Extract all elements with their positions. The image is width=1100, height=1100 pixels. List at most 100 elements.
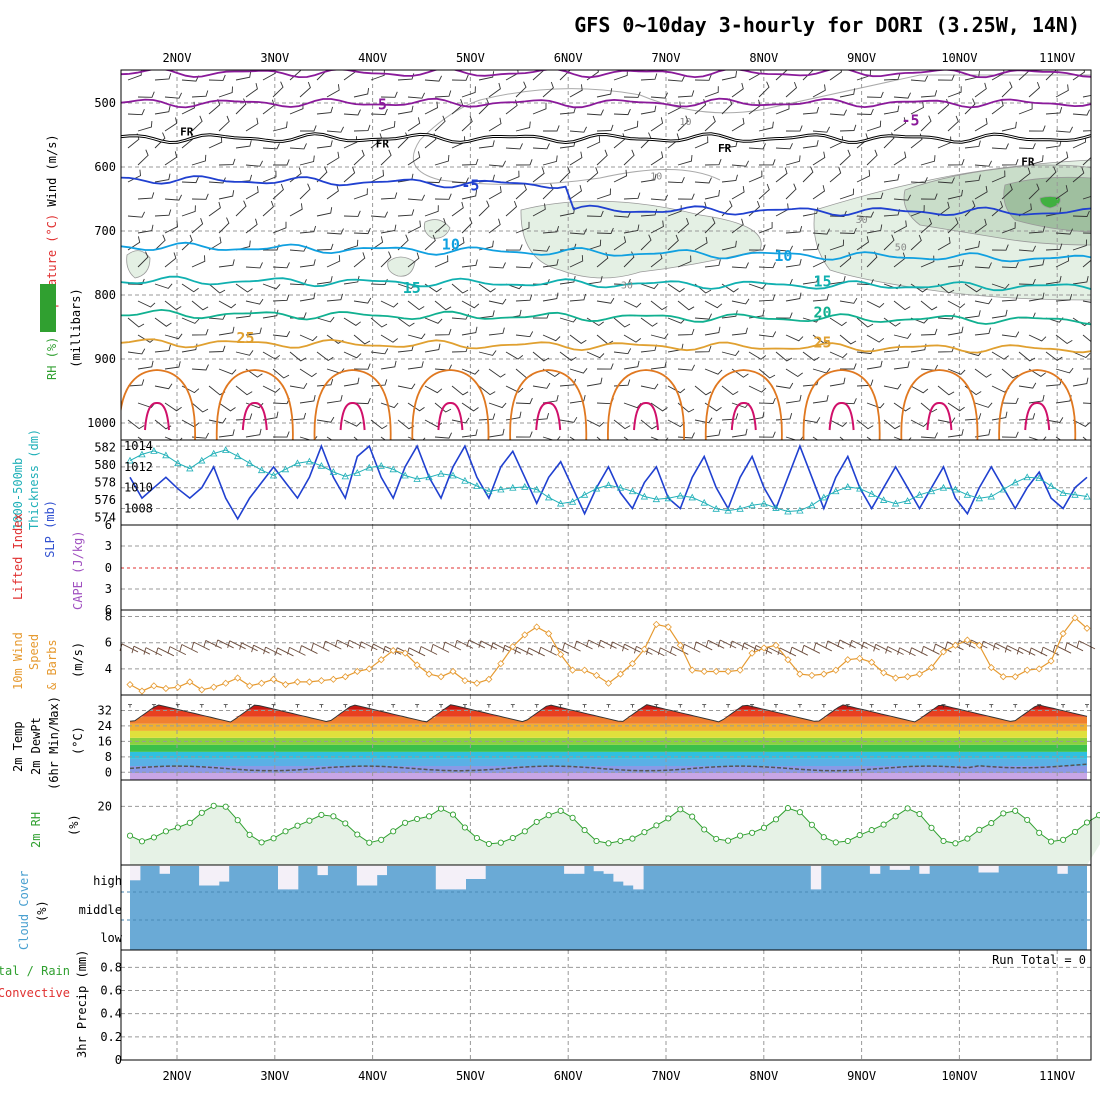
upper-wind-barb (1028, 394, 1045, 404)
thickness-point (485, 487, 493, 495)
thickness-point (891, 499, 900, 507)
cape-label: CAPE (J/kg) (71, 531, 85, 610)
thickness-point (999, 485, 1007, 493)
wind10m-point (305, 678, 314, 686)
bottom-date-label: 5NOV (456, 1069, 485, 1083)
upper-wind-barb (397, 234, 409, 251)
upper-wind-barb (299, 81, 311, 98)
upper-wind-barb (964, 174, 981, 183)
upper-wind-barb (218, 259, 235, 268)
upper-wind-barb (920, 432, 938, 439)
upper-wind-barb (181, 176, 199, 184)
wind10m-point (903, 673, 912, 681)
stability-panel: 6 3 0 3 6 Lifted Index CAPE (J/kg) (11, 513, 1092, 617)
upper-wind-barb (840, 363, 857, 370)
rh2m-point (581, 827, 588, 834)
high-cloud-gap (1057, 866, 1068, 874)
pressure-tick: 1000 (87, 416, 116, 430)
upper-wind-barb (451, 417, 470, 424)
high-cloud-gap (978, 866, 989, 873)
temp-contour-30 (509, 369, 588, 440)
rh-legend-swatch (40, 284, 56, 332)
upper-wind-barb (856, 211, 875, 218)
upper-wind-barb (947, 189, 963, 200)
upper-wind-barb (434, 300, 452, 311)
high-cloud-gap (603, 866, 614, 874)
wind10m-point (975, 641, 983, 649)
wind10m-point (329, 675, 337, 683)
upper-wind-barb (677, 432, 695, 439)
rh2m-point (796, 809, 803, 816)
upper-wind-barb (1028, 125, 1046, 132)
wind10m-barb (1040, 646, 1060, 656)
upper-wind-barb (353, 149, 365, 166)
upper-wind-barb (461, 429, 478, 438)
temp-max-marker (917, 704, 922, 708)
rh2m-point (760, 824, 768, 831)
upper-wind-barb (991, 143, 1009, 150)
upper-wind-barb (478, 200, 490, 217)
upper-wind-barb (137, 91, 155, 98)
rh-contour-label: 30 (856, 215, 868, 226)
high-cloud-gap (574, 866, 585, 874)
upper-wind-barb (326, 151, 340, 166)
rh-contour-10 (419, 74, 1091, 141)
upper-wind-barb (694, 99, 707, 115)
upper-wind-barb (272, 368, 290, 379)
contour-label: 15 (403, 279, 421, 297)
temp-max-marker (319, 704, 324, 708)
wind10m-point (772, 641, 780, 649)
upper-wind-barb (704, 300, 723, 309)
upper-wind-barb (1045, 106, 1063, 115)
upper-wind-barb (245, 186, 259, 200)
upper-wind-barb (299, 334, 318, 342)
upper-wind-barb (407, 220, 421, 234)
upper-wind-barb (802, 351, 820, 361)
temp-contour-35 (241, 402, 268, 431)
wind10m-point (808, 671, 816, 679)
upper-wind-barb (731, 262, 749, 269)
thickness-point (449, 471, 457, 479)
upper-wind-barb (1045, 139, 1062, 149)
slp-label: SLP (mb) (43, 500, 57, 558)
rh2m-point (892, 813, 899, 820)
wind10m-barb (442, 641, 462, 651)
wind10m-point (664, 623, 672, 631)
wind10m-point (868, 658, 876, 666)
upper-wind-barb (434, 115, 446, 132)
upper-wind-barb (154, 283, 173, 289)
rh2m-point (330, 813, 337, 820)
upper-wind-barb (1018, 103, 1033, 115)
upper-wind-barb (758, 294, 776, 302)
upper-wind-barb (991, 244, 1009, 251)
upper-wind-barb (434, 328, 452, 336)
thickness-point (413, 475, 421, 482)
temp-contour (121, 275, 1091, 292)
wind10m-point (437, 673, 445, 681)
upper-wind-barb (488, 262, 506, 269)
upper-wind-barb (515, 183, 527, 200)
upper-wind-barb (596, 124, 614, 132)
upper-wind-barb (407, 402, 425, 412)
upper-wind-barb (748, 143, 766, 150)
wind10m-point (927, 663, 936, 672)
upper-wind-barb (758, 331, 777, 338)
upper-wind-barb (785, 183, 797, 200)
upper-wind-barb (370, 70, 385, 81)
rh2m-point (701, 826, 708, 833)
upper-wind-barb (731, 298, 750, 305)
upper-wind-barb (812, 185, 826, 200)
temp-max-marker (845, 704, 850, 708)
slp-tick: 1010 (124, 481, 153, 495)
temp-max-marker (223, 704, 228, 708)
thickness-label-2: Thickness (dm) (27, 429, 41, 530)
upper-wind-barb (785, 155, 801, 166)
thickness-point (664, 494, 672, 502)
wind10m-barb (275, 647, 294, 657)
wind10m-point (521, 631, 529, 639)
precip-tick: 0 (115, 1053, 122, 1067)
upper-wind-barb (1001, 294, 1019, 302)
temp-contour (121, 97, 1091, 109)
upper-wind-barb (299, 368, 317, 378)
